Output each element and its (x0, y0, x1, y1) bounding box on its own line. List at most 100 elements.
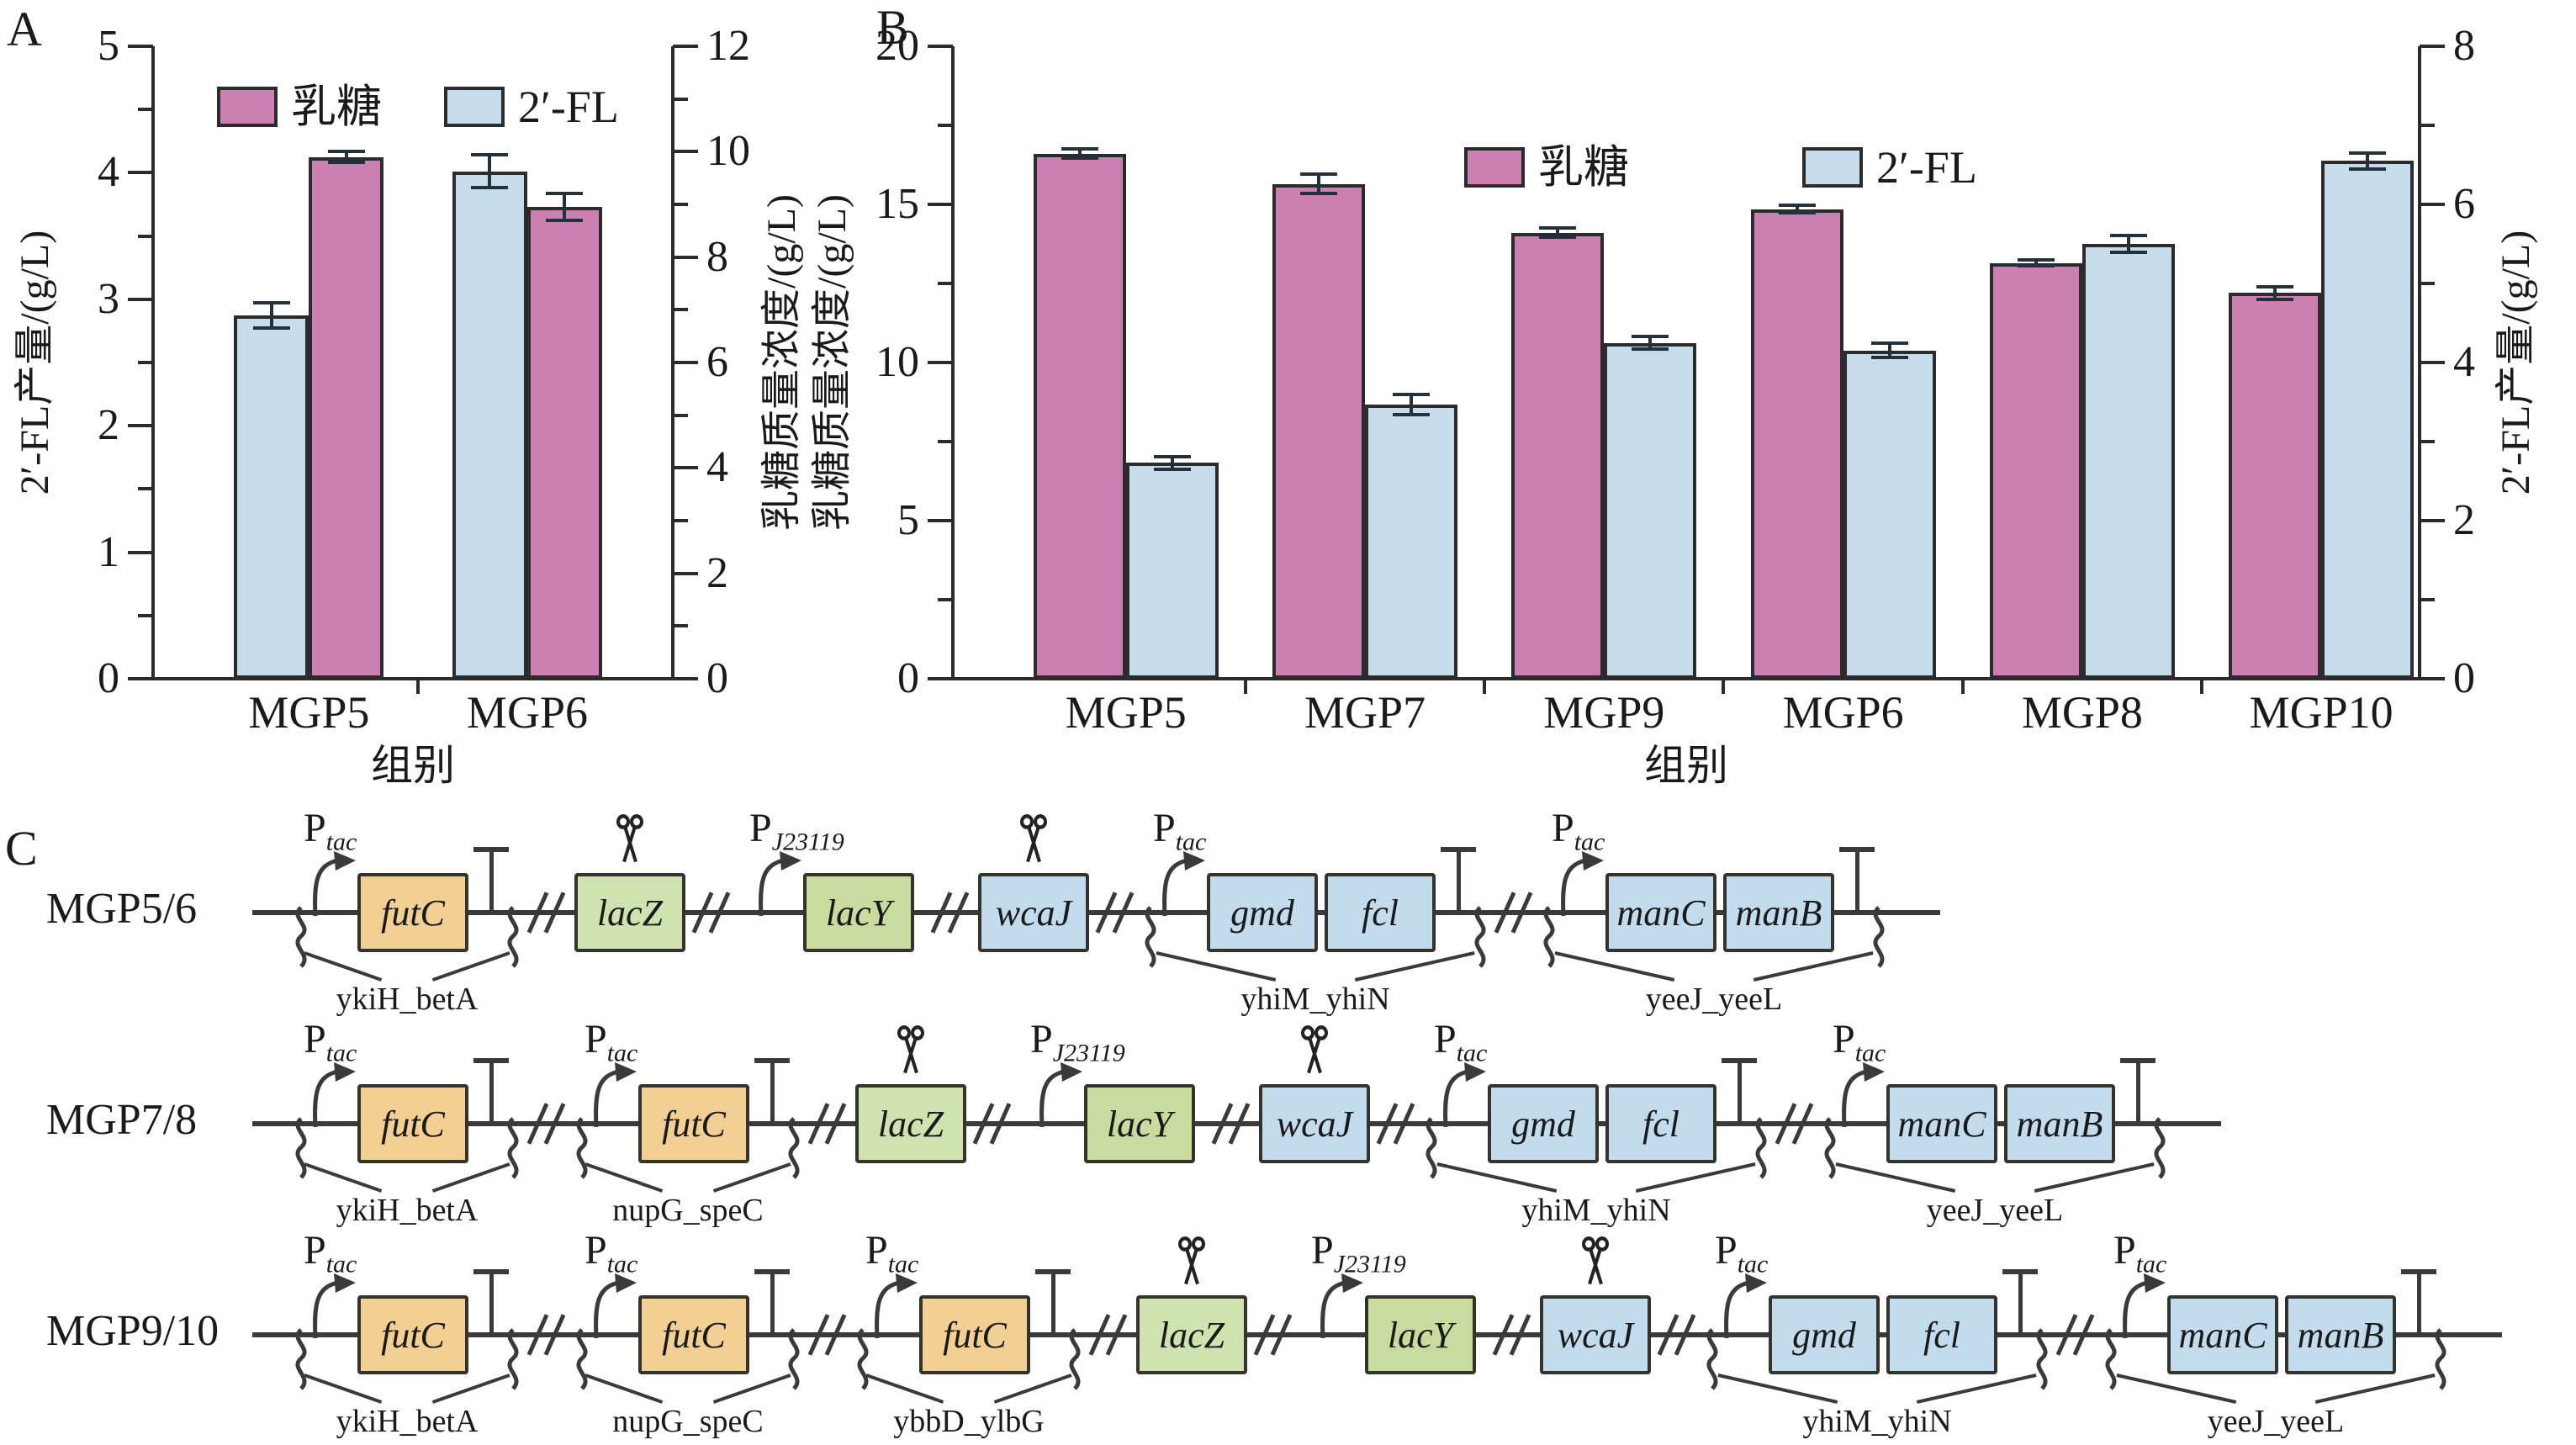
break-slash (989, 1103, 1012, 1145)
error-bar-cap-top (2017, 257, 2055, 262)
integration-site-label: ykiH_betA (336, 982, 479, 1017)
legend-swatch (217, 87, 278, 127)
error-bar-cap-bottom (1632, 347, 1669, 352)
error-bar-cap-top (2256, 284, 2294, 288)
scissors-icon (1301, 1025, 1328, 1074)
error-bar-line (344, 151, 348, 162)
terminator-icon (473, 1006, 510, 1233)
promoter-label: Ptac (1715, 1228, 1769, 1278)
sequence-break-icon (689, 795, 736, 1022)
left-major-tick (128, 171, 153, 175)
left-axis-title: 乳糖质量浓度/(g/L) (810, 194, 854, 531)
site-connector-icon (2110, 1374, 2441, 1404)
expression-cassette: Ptac futC nupG_speC (571, 1006, 805, 1233)
expression-cassette: Ptac manC manB yeeJ_yeeL (2100, 1217, 2452, 1444)
error-bar-line (1170, 456, 1174, 469)
bar-2′-FL-MGP10 (2321, 161, 2415, 679)
legend-label: 2′-FL (518, 82, 619, 132)
integration-site-label: nupG_speC (612, 1404, 764, 1439)
promoter-label: Ptac (304, 806, 357, 856)
x-axis (951, 677, 2421, 680)
knockout-gene: wcaJ (975, 795, 1092, 1022)
right-minor-tick (673, 308, 688, 312)
expression-cassette: Ptac gmd fcl yhiM_yhiN (1420, 1006, 1772, 1233)
x-axis (151, 677, 674, 680)
sequence-break-icon (1373, 1006, 1420, 1233)
error-bar-cap-top (1393, 392, 1431, 396)
promoter-subscript: J23119 (771, 828, 844, 856)
gene-box-manB: manB (2004, 1084, 2115, 1163)
site-connector-icon (300, 1374, 514, 1404)
expression-cassette: PJ23119 lacY (1298, 1217, 1489, 1444)
bar-乳糖-MGP7 (1272, 183, 1366, 679)
panel-c-label: C (5, 821, 38, 876)
terminator-icon (2120, 1006, 2157, 1233)
left-minor-tick (938, 598, 953, 601)
left-minor-tick (938, 124, 953, 127)
sequence-break-icon (970, 1006, 1017, 1233)
terminator-stem (770, 1063, 775, 1124)
gene-box-futC: futC (919, 1295, 1030, 1374)
promoter-tac: Ptac (304, 1217, 357, 1444)
category-label: MGP8 (2021, 687, 2143, 738)
left-major-tick (928, 519, 953, 522)
error-bar-cap-bottom (252, 326, 290, 331)
terminator-icon (473, 1217, 510, 1444)
integration-site-label: yeeJ_yeeL (2207, 1404, 2345, 1439)
left-axis-title: 2′-FL产量/(g/L) (13, 230, 57, 495)
promoter-tac: Ptac (1715, 1217, 1769, 1444)
promoter-arrow-icon (875, 1273, 918, 1339)
x-boundary-tick (416, 680, 421, 694)
gene-box-futC: futC (357, 873, 468, 952)
promoter-arrow-icon (313, 1273, 356, 1339)
break-slash (947, 892, 970, 934)
error-bar-cap-top (2349, 151, 2387, 155)
break-slash (824, 1314, 847, 1356)
integration-site-label: ykiH_betA (336, 1404, 479, 1439)
promoter-arrow-icon (1724, 1273, 1767, 1339)
error-bar-line (488, 155, 492, 188)
promoter-label: Ptac (584, 1017, 638, 1067)
sequence-break-icon (524, 1006, 571, 1233)
terminator-stem (1855, 852, 1859, 913)
promoter-subscript: tac (1737, 1250, 1769, 1278)
site-connector-icon (581, 1162, 795, 1193)
left-minor-tick (138, 108, 153, 112)
promoter-J23119: PJ23119 (749, 795, 844, 1022)
error-bar-line (1410, 394, 1414, 416)
right-minor-tick (2420, 598, 2435, 601)
promoter-tac: Ptac (304, 795, 357, 1022)
x-boundary-tick (1722, 680, 1726, 694)
left-tick-label ticklabel: 15 (875, 180, 919, 228)
bar-2′-FL-MGP8 (2081, 244, 2175, 679)
terminator-stem (1051, 1274, 1055, 1335)
right-axis-title: 乳糖质量浓度/(g/L) (759, 194, 804, 531)
promoter-label: PJ23119 (1030, 1017, 1125, 1067)
terminator-stem (770, 1274, 775, 1335)
terminator-icon (2002, 1217, 2039, 1444)
right-minor-tick (673, 413, 688, 417)
x-axis-title: 组别 (1644, 742, 1728, 789)
bar-2′-FL-MGP6 (452, 171, 527, 679)
promoter-subscript: tac (325, 1039, 357, 1067)
promoter-label: Ptac (1153, 806, 1207, 856)
break-slash (1270, 1314, 1293, 1356)
right-tick-label: 4 (2453, 338, 2475, 386)
right-minor-tick (2420, 282, 2435, 285)
sequence-break-icon (1086, 1217, 1133, 1444)
bar-乳糖-MGP5 (1033, 153, 1126, 679)
error-bar-cap-bottom (2109, 251, 2147, 255)
panel-a-label: A (7, 2, 42, 56)
right-tick-label: 0 (2453, 654, 2475, 702)
left-major-tick (128, 424, 153, 428)
break-slash (1510, 892, 1533, 934)
integration-site-label: nupG_speC (612, 1193, 764, 1228)
terminator-stem (2018, 1274, 2023, 1335)
expression-cassette: PJ23119 lacY (736, 795, 928, 1022)
error-bar-line (2034, 259, 2038, 267)
expression-cassette: PJ23119 lacY (1017, 1006, 1209, 1233)
error-bar-cap-top (327, 150, 365, 154)
bar-乳糖-MGP6 (526, 207, 602, 679)
terminator-icon (1035, 1217, 1072, 1444)
integration-squiggle-icon (1543, 906, 1555, 968)
